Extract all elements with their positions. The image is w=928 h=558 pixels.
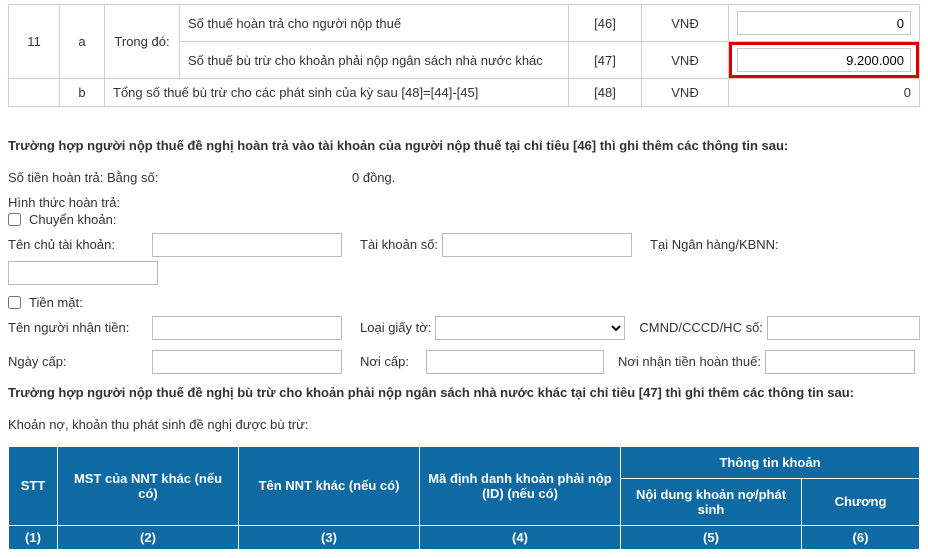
table-row: b Tổng số thuế bù trừ cho các phát sinh … [9, 79, 920, 107]
row-number-empty [9, 79, 60, 107]
issue-place-label: Nơi cấp: [360, 354, 422, 369]
cash-checkbox[interactable] [8, 296, 21, 309]
sub-index-b: b [60, 79, 105, 107]
refund-amount-label: Số tiền hoàn trả: Bằng số: [8, 170, 348, 185]
row-desc: Số thuế bù trừ cho khoản phải nộp ngân s… [180, 42, 569, 79]
issue-date-label: Ngày cấp: [8, 354, 148, 369]
account-holder-input[interactable] [152, 233, 342, 257]
col-num: (4) [420, 525, 621, 549]
col-thong-tin: Thông tin khoản [621, 446, 920, 478]
receive-place-input[interactable] [765, 350, 915, 374]
col-num: (3) [239, 525, 420, 549]
col-noi-dung: Nội dung khoản nợ/phát sinh [621, 478, 802, 525]
row-desc: Số thuế hoàn trả cho người nộp thuế [180, 5, 569, 42]
transfer-checkbox[interactable] [8, 213, 21, 226]
recipient-input[interactable] [152, 316, 342, 340]
section-heading-46: Trường hợp người nộp thuế đề nghị hoàn t… [8, 137, 920, 156]
transfer-row: Chuyển khoản: [8, 212, 920, 227]
transfer-label: Chuyển khoản: [29, 212, 116, 227]
refund-form-label: Hình thức hoàn trả: [8, 195, 120, 210]
value-46-input[interactable] [737, 11, 911, 35]
offset-table: STT MST của NNT khác (nếu có) Tên NNT kh… [8, 446, 920, 550]
sub-index-a: a [60, 5, 105, 79]
bank-input[interactable] [8, 261, 158, 285]
issue-date-input[interactable] [152, 350, 342, 374]
table-row: 11 a Trong đó: Số thuế hoàn trả cho ngườ… [9, 5, 920, 42]
table-header-num-row: (1) (2) (3) (4) (5) (6) [9, 525, 920, 549]
table-header-row: STT MST của NNT khác (nếu có) Tên NNT kh… [9, 446, 920, 478]
col-stt: STT [9, 446, 58, 525]
row-number: 11 [9, 5, 60, 79]
issue-row: Ngày cấp: Nơi cấp: Nơi nhận tiền hoàn th… [8, 350, 920, 374]
col-mst: MST của NNT khác (nếu có) [58, 446, 239, 525]
cash-label: Tiền mặt: [29, 295, 83, 310]
doc-type-label: Loại giấy tờ: [360, 320, 431, 335]
issue-place-input[interactable] [426, 350, 604, 374]
row-desc: Tổng số thuế bù trừ cho các phát sinh củ… [105, 79, 569, 107]
receive-place-label: Nơi nhận tiền hoàn thuế: [618, 354, 761, 369]
offset-subnote: Khoản nợ, khoản thu phát sinh đề nghị đư… [8, 417, 920, 432]
value-47-input[interactable] [737, 48, 911, 72]
col-num: (6) [802, 525, 920, 549]
col-ten-nnt: Tên NNT khác (nếu có) [239, 446, 420, 525]
tax-summary-table: 11 a Trong đó: Số thuế hoàn trả cho ngườ… [8, 4, 920, 107]
section-heading-47: Trường hợp người nộp thuế đề nghị bù trừ… [8, 384, 920, 403]
col-chuong: Chương [802, 478, 920, 525]
row-value-cell [729, 5, 920, 42]
refund-amount-value: 0 đồng. [352, 170, 395, 185]
account-row: Tên chủ tài khoản: Tài khoản số: Tại Ngâ… [8, 233, 920, 285]
row-code: [47] [569, 42, 642, 79]
account-no-input[interactable] [442, 233, 632, 257]
recipient-row: Tên người nhận tiền: Loại giấy tờ: CMND/… [8, 316, 920, 340]
row-code: [46] [569, 5, 642, 42]
account-no-label: Tài khoản số: [360, 237, 438, 252]
col-ma-dinh-danh: Mã định danh khoản phải nộp (ID) (nếu có… [420, 446, 621, 525]
row-unit: VNĐ [642, 5, 729, 42]
refund-form-row: Hình thức hoàn trả: [8, 195, 920, 210]
row-unit: VNĐ [642, 42, 729, 79]
row-value-cell-highlight [729, 42, 920, 79]
id-number-input[interactable] [767, 316, 920, 340]
col-num: (2) [58, 525, 239, 549]
cash-row: Tiền mặt: [8, 295, 920, 310]
trong-do-label: Trong đó: [105, 5, 180, 79]
refund-amount-row: Số tiền hoàn trả: Bằng số: 0 đồng. [8, 170, 920, 185]
doc-type-select[interactable] [435, 316, 625, 340]
account-holder-label: Tên chủ tài khoản: [8, 237, 148, 252]
col-num: (1) [9, 525, 58, 549]
recipient-label: Tên người nhận tiền: [8, 320, 148, 335]
col-num: (5) [621, 525, 802, 549]
bank-label: Tại Ngân hàng/KBNN: [650, 237, 779, 252]
row-code: [48] [569, 79, 642, 107]
row-value: 0 [729, 79, 920, 107]
row-unit: VNĐ [642, 79, 729, 107]
id-number-label: CMND/CCCD/HC số: [639, 320, 763, 335]
